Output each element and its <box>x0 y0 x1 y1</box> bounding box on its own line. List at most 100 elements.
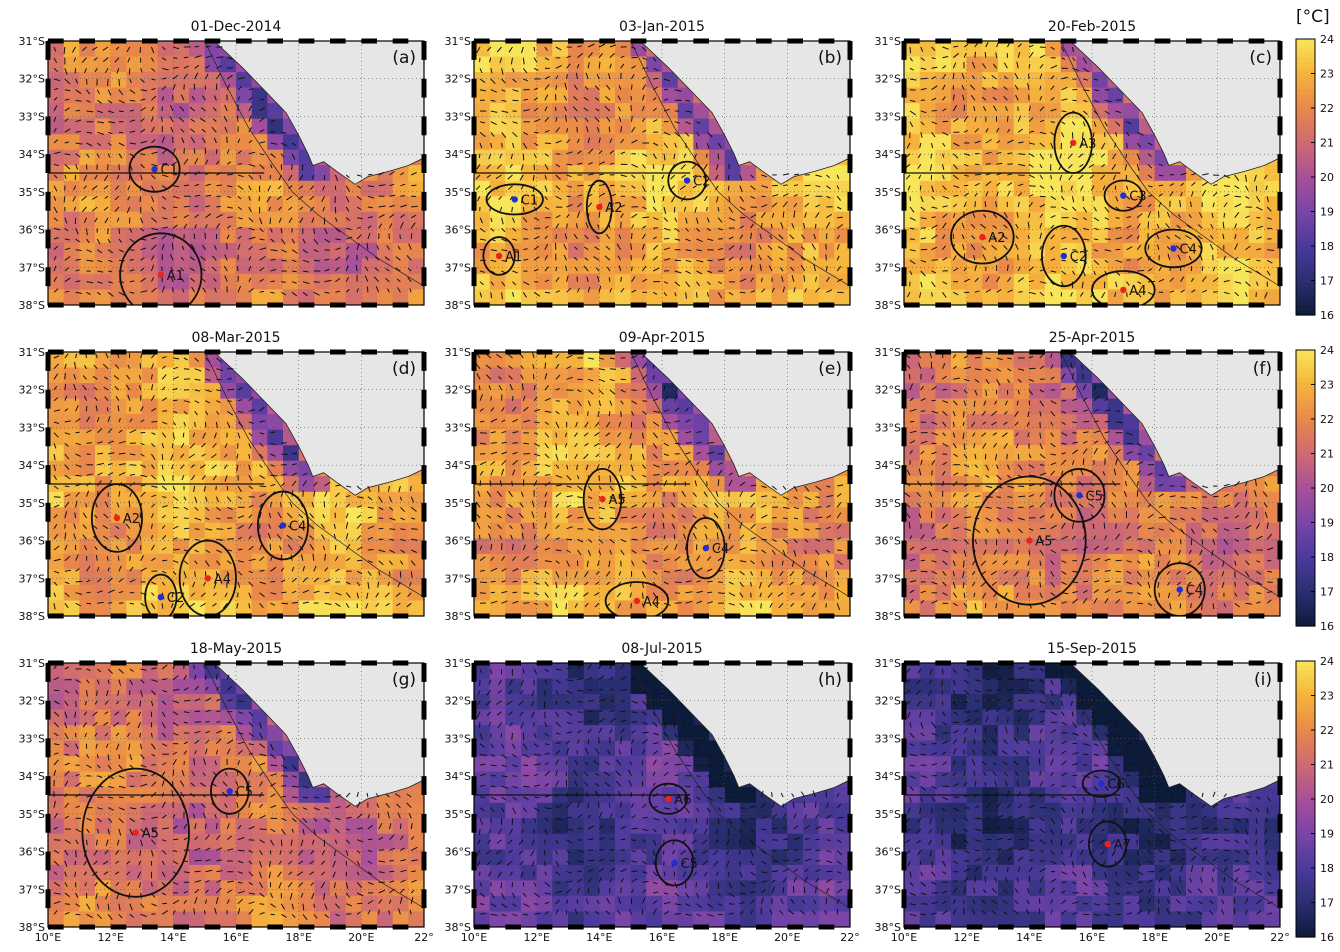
eddy-center-marker <box>1120 286 1127 294</box>
eddy-label: A7 <box>1114 838 1131 853</box>
eddy-c1: C1 <box>485 183 544 216</box>
eddy-label: C5 <box>236 785 253 800</box>
eddy-label: C4 <box>1180 242 1197 257</box>
lat-tick-label: 31°S <box>445 346 471 359</box>
lat-tick-label: 33°S <box>875 732 901 745</box>
colorbar-tick-label: 20 <box>1320 793 1334 806</box>
colorbars-layer: 16 17 18 19 20 21 22 23 24 16 17 18 19 20 21 22 23 24 16 17… <box>1295 33 1334 944</box>
lon-tick-label: 14°E <box>586 931 612 944</box>
lat-tick-label: 36°S <box>875 846 901 859</box>
land-mass <box>639 663 850 807</box>
eddy-label: A1 <box>167 269 184 284</box>
lat-tick-label: 35°S <box>445 186 471 199</box>
colorbar-tick-label: 18 <box>1320 240 1334 253</box>
lat-tick-label: 34°S <box>19 459 45 472</box>
land-mass <box>1069 41 1280 185</box>
eddy-center-marker <box>113 514 121 522</box>
colorbar-tick-label: 19 <box>1320 828 1334 841</box>
lat-tick-label: 33°S <box>19 421 45 434</box>
lat-tick-label: 32°S <box>19 695 45 708</box>
lat-tick-label: 31°S <box>875 657 901 670</box>
colorbar-tick-label: 21 <box>1320 137 1334 150</box>
lat-tick-label: 38°S <box>445 921 471 934</box>
sst-field: C6 A7 <box>904 663 1280 927</box>
lat-tick-label: 38°S <box>19 921 45 934</box>
lon-tick-label: 16°E <box>1079 931 1105 944</box>
panel-date-title: 09-Apr-2015 <box>619 330 706 346</box>
lat-tick-label: 36°S <box>445 846 471 859</box>
lat-tick-label: 36°S <box>875 224 901 237</box>
colorbar-tick-label: 19 <box>1320 517 1334 530</box>
eddy-contour <box>1144 228 1203 269</box>
eddy-center-marker <box>1060 252 1067 260</box>
lat-tick-label: 34°S <box>19 148 45 161</box>
colorbar-tick-label: 20 <box>1320 171 1334 184</box>
eddy-c4: C4 <box>1144 228 1203 269</box>
lat-tick-label: 37°S <box>19 883 45 896</box>
lat-tick-label: 31°S <box>875 35 901 48</box>
shelf-edge-line <box>204 352 424 598</box>
lat-tick-label: 31°S <box>445 657 471 670</box>
eddy-contour <box>144 573 178 616</box>
eddy-contour <box>485 183 544 216</box>
lat-tick-label: 38°S <box>875 610 901 623</box>
lat-tick-label: 36°S <box>875 535 901 548</box>
eddy-center-marker <box>511 196 518 203</box>
eddy-center-marker <box>1120 192 1127 199</box>
eddy-c4: C4 <box>256 490 309 561</box>
panel-letter: (f) <box>1253 359 1272 379</box>
eddy-contour <box>1041 224 1087 288</box>
sst-field: C1 A1 <box>48 41 424 305</box>
eddy-contour <box>482 236 516 276</box>
eddy-center-marker <box>979 233 986 241</box>
lat-tick-label: 36°S <box>445 535 471 548</box>
eddy-label: A5 <box>609 493 626 508</box>
eddy-contour <box>686 517 726 580</box>
colorbar: 16 17 18 19 20 21 22 23 24 <box>1295 344 1334 633</box>
lon-tick-label: 20°E <box>348 931 374 944</box>
panel-date-title: 08-Mar-2015 <box>191 330 280 346</box>
sst-field: C5 A5 <box>48 663 424 927</box>
panel-i: 15-Sep-2015 C6 A7 (i) 31°S 32°S 33°S 34°S 35°S 36… <box>875 641 1290 944</box>
lon-tick-label: 16°E <box>223 931 249 944</box>
eddy-contour <box>667 160 707 201</box>
eddy-center-marker <box>665 795 672 802</box>
panel-letter: (h) <box>818 670 842 690</box>
eddy-contour <box>1053 468 1106 523</box>
colorbar-tick-label: 23 <box>1320 68 1334 81</box>
lat-tick-label: 33°S <box>875 110 901 123</box>
sst-field: C5 A5 C4 <box>904 352 1280 616</box>
lat-tick-label: 32°S <box>19 384 45 397</box>
lon-tick-label: 18°E <box>285 931 311 944</box>
lat-tick-label: 35°S <box>19 186 45 199</box>
eddy-a2: A2 <box>950 209 1015 265</box>
eddy-c4: C4 <box>686 517 729 580</box>
lat-tick-label: 38°S <box>445 299 471 312</box>
lat-tick-label: 33°S <box>445 421 471 434</box>
eddy-contour <box>648 782 688 815</box>
lon-tick-label: 18°E <box>711 931 737 944</box>
lon-tick-label: 16°E <box>649 931 675 944</box>
sst-field: C2 C1 A2 A1 <box>474 41 850 305</box>
eddy-center-marker <box>599 495 606 503</box>
lat-tick-label: 35°S <box>19 808 45 821</box>
lat-tick-label: 35°S <box>875 186 901 199</box>
colorbar-tick-label: 22 <box>1320 724 1334 737</box>
eddy-a5: A5 <box>81 767 190 898</box>
eddy-c1: C1 <box>128 145 181 193</box>
panel-g: 18-May-2015 C5 A5 (g) 31°S 32°S 33°S 34°S 35°S 36… <box>19 641 434 944</box>
eddy-center-marker <box>1170 245 1177 252</box>
colorbar-tick-label: 16 <box>1320 309 1334 322</box>
eddy-center-marker <box>495 252 503 260</box>
eddy-center-marker <box>226 788 233 795</box>
eddy-label: C2 <box>1070 250 1087 265</box>
land-mass <box>639 41 850 185</box>
colorbar-tick-label: 17 <box>1320 275 1334 288</box>
shelf-edge-line <box>630 663 850 909</box>
lat-tick-label: 32°S <box>445 384 471 397</box>
lat-tick-label: 34°S <box>445 459 471 472</box>
eddy-label: A1 <box>505 250 522 265</box>
panel-letter: (b) <box>818 48 842 68</box>
eddy-contour <box>972 475 1087 606</box>
